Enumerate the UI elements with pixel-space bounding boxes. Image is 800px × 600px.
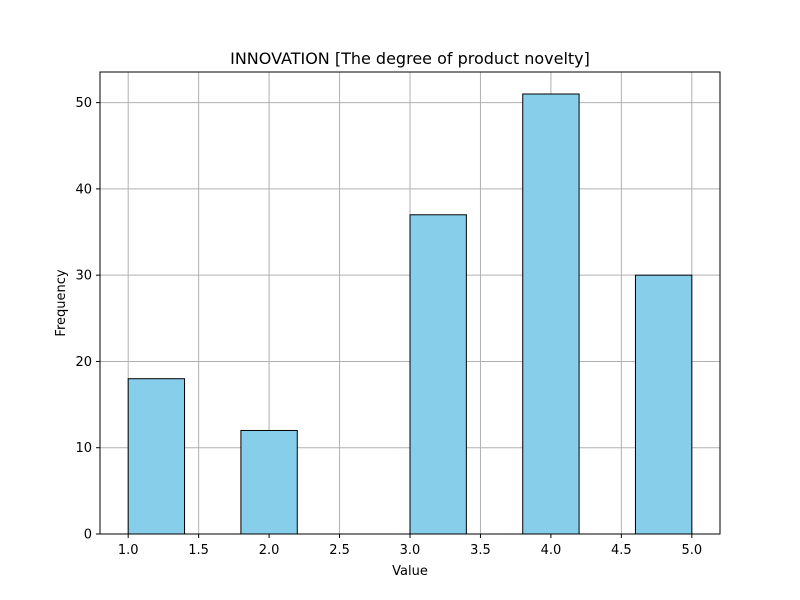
- x-tick-label: 5.0: [681, 543, 702, 558]
- y-tick-label: 30: [75, 269, 92, 284]
- x-tick-label: 4.0: [541, 543, 562, 558]
- chart-title: INNOVATION [The degree of product novelt…: [230, 49, 590, 68]
- x-tick-label: 2.0: [259, 543, 280, 558]
- histogram-bar: [409, 214, 467, 535]
- y-tick-label: 40: [75, 182, 92, 197]
- bars: [127, 93, 693, 535]
- y-axis-label: Frequency: [54, 269, 69, 336]
- y-tick-label: 10: [75, 441, 92, 456]
- histogram-bar: [634, 274, 693, 535]
- x-tick-label: 3.5: [470, 543, 491, 558]
- histogram-bar: [522, 93, 580, 535]
- ticks: 1.0 1.5 2.0 2.5 3.0 3.5 4.0 4.5 5.0 0 10 20 30 40 50: [75, 96, 702, 558]
- x-tick-label: 2.5: [329, 543, 350, 558]
- histogram-bar: [240, 429, 298, 535]
- histogram-bar: [127, 378, 186, 535]
- x-tick-label: 1.5: [188, 543, 209, 558]
- x-tick-label: 3.0: [400, 543, 421, 558]
- y-tick-label: 50: [75, 96, 92, 111]
- x-axis-label: Value: [392, 564, 428, 579]
- x-tick-label: 4.5: [611, 543, 632, 558]
- y-tick-label: 0: [84, 528, 92, 543]
- y-tick-label: 20: [75, 355, 92, 370]
- x-tick-label: 1.0: [118, 543, 139, 558]
